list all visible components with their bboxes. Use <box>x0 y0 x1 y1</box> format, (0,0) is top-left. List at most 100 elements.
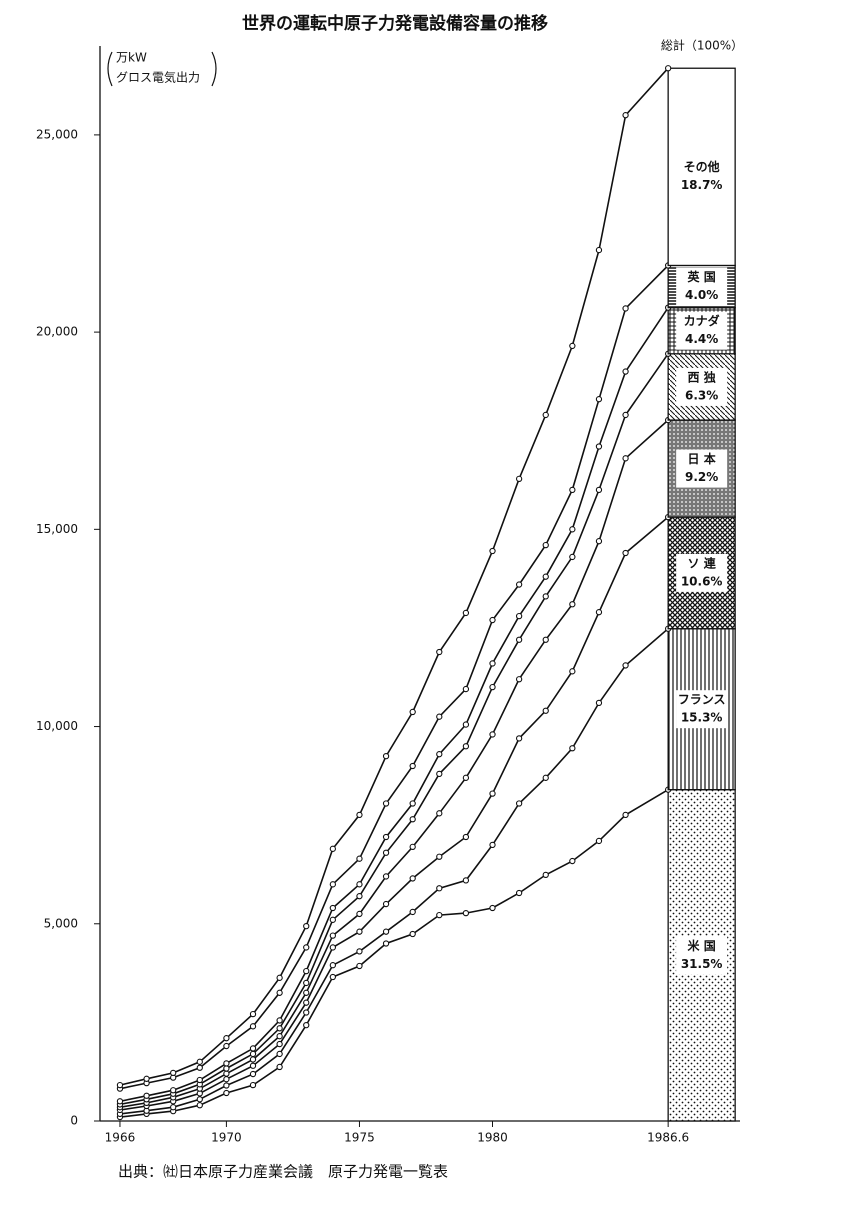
point <box>409 843 416 851</box>
point <box>382 873 390 880</box>
point <box>276 1033 283 1040</box>
point <box>462 685 470 693</box>
point <box>569 342 576 350</box>
point <box>276 1025 283 1032</box>
total-label: 総計（100%） <box>661 38 743 53</box>
point <box>409 930 416 938</box>
point <box>569 601 576 608</box>
point <box>622 662 629 669</box>
point <box>515 889 523 897</box>
point <box>595 837 603 845</box>
point <box>462 909 470 917</box>
point <box>515 581 523 588</box>
point <box>116 1098 124 1105</box>
point <box>595 699 603 707</box>
line <box>119 264 669 1090</box>
segment-name: 米 国 <box>688 938 716 953</box>
point <box>542 541 549 549</box>
point <box>489 731 496 738</box>
point <box>489 547 496 555</box>
point <box>515 735 523 742</box>
point <box>622 455 629 462</box>
point <box>329 904 336 912</box>
point <box>622 368 629 375</box>
point <box>223 1042 230 1050</box>
point <box>595 396 603 403</box>
point <box>303 1022 310 1029</box>
point <box>436 770 443 778</box>
point <box>622 411 629 419</box>
point <box>276 989 283 996</box>
point <box>542 593 549 600</box>
point <box>223 1060 230 1067</box>
line <box>119 307 669 1103</box>
point <box>462 774 470 781</box>
point <box>356 928 363 935</box>
point <box>542 871 549 879</box>
point <box>329 962 336 969</box>
point <box>595 538 603 545</box>
segment-share: 4.4% <box>685 332 718 346</box>
point <box>489 904 496 912</box>
point <box>303 979 310 987</box>
segment-name: フランス <box>678 693 726 707</box>
label-bg <box>676 553 728 592</box>
point <box>489 616 496 624</box>
point <box>249 1062 257 1069</box>
paren <box>107 51 113 87</box>
point <box>569 526 576 533</box>
segment-share: 15.3% <box>681 711 723 725</box>
point <box>196 1076 203 1084</box>
segment-share: 6.3% <box>685 388 718 402</box>
segment-name: 日 本 <box>688 451 716 466</box>
point <box>356 893 363 900</box>
point <box>303 999 310 1006</box>
point <box>329 881 336 888</box>
point <box>515 800 523 807</box>
y-axis-label: グロス電気出力 <box>116 70 200 85</box>
point <box>462 609 470 617</box>
point <box>382 800 390 807</box>
point <box>462 721 470 728</box>
point <box>249 1045 257 1052</box>
point <box>515 636 523 643</box>
point <box>196 1096 203 1103</box>
point <box>170 1104 177 1111</box>
point <box>276 1050 283 1058</box>
y-tick-label: 15,000 <box>36 522 78 536</box>
segment-name: その他 <box>684 159 720 174</box>
point <box>409 875 416 882</box>
point <box>569 745 576 752</box>
point <box>489 841 496 849</box>
point <box>409 816 416 823</box>
point <box>276 1040 283 1048</box>
point <box>436 911 443 919</box>
point <box>462 743 470 750</box>
segment-share: 18.7% <box>681 178 723 192</box>
point <box>622 112 629 119</box>
point <box>249 1050 257 1058</box>
point <box>595 609 603 616</box>
point <box>276 1017 283 1024</box>
point <box>249 1056 257 1063</box>
source: 出典：㈳日本原子力産業会議 原子力発電一覧表 <box>118 1163 448 1181</box>
segment-share: 4.0% <box>685 288 718 302</box>
y-tick-label: 20,000 <box>36 325 78 339</box>
point <box>489 790 496 797</box>
label-bg <box>676 936 728 975</box>
point <box>595 443 603 450</box>
point <box>249 1070 257 1078</box>
line <box>119 353 669 1106</box>
segment-share: 10.6% <box>681 574 723 588</box>
point <box>303 944 310 951</box>
point <box>249 1023 257 1030</box>
point <box>249 1010 257 1018</box>
point <box>196 1058 203 1065</box>
y-axis-label: 万kW <box>116 51 147 65</box>
point <box>409 708 416 716</box>
segment-share: 31.5% <box>681 957 723 971</box>
point <box>569 857 576 865</box>
point <box>542 774 549 781</box>
point <box>223 1089 230 1097</box>
